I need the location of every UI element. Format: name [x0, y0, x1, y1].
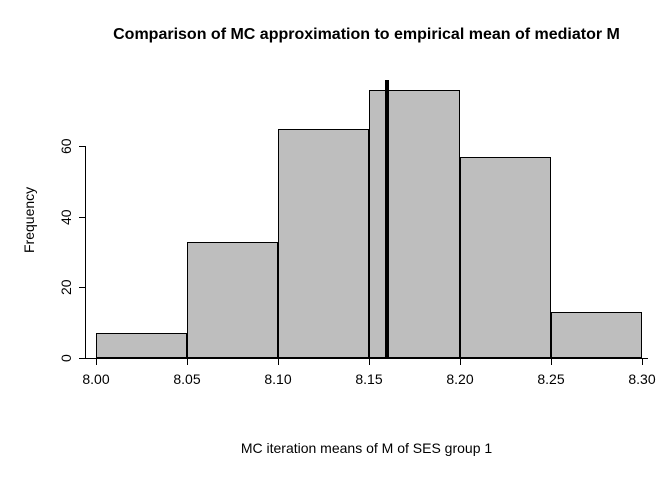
histogram-bar [187, 241, 278, 358]
x-tick-mark [278, 359, 279, 365]
x-axis-title: MC iteration means of M of SES group 1 [240, 440, 493, 456]
empirical-mean-line [385, 80, 390, 358]
x-tick-mark [551, 359, 552, 365]
x-tick-label: 8.10 [264, 371, 292, 387]
y-tick-mark [79, 216, 85, 218]
histogram-bar [460, 157, 551, 358]
x-tick-mark [369, 359, 370, 365]
y-tick-label: 20 [58, 279, 74, 296]
histogram-bar [278, 128, 369, 358]
x-tick-label: 8.30 [628, 371, 656, 387]
y-tick-mark [79, 146, 85, 148]
y-tick-label: 0 [58, 354, 74, 362]
x-tick-mark [460, 359, 461, 365]
x-tick-label: 8.25 [537, 371, 565, 387]
x-tick-mark [96, 359, 97, 365]
y-tick-label: 40 [58, 209, 74, 225]
y-tick-mark [79, 358, 85, 359]
y-axis-line [85, 146, 86, 358]
x-tick-label: 8.20 [446, 371, 474, 387]
histogram-bar [96, 333, 187, 358]
y-tick-label: 60 [58, 138, 74, 155]
x-tick-label: 8.15 [355, 371, 383, 387]
y-tick-mark [79, 287, 85, 289]
histogram-bar [369, 90, 460, 358]
chart-title: Comparison of MC approximation to empiri… [113, 26, 620, 43]
x-tick-mark [642, 359, 643, 365]
y-axis-label: Frequency [21, 186, 37, 254]
x-tick-mark [187, 359, 188, 365]
histogram-bar [551, 312, 642, 358]
x-tick-label: 8.00 [82, 371, 110, 387]
x-tick-label: 8.05 [173, 371, 201, 387]
x-axis-line [85, 358, 648, 359]
